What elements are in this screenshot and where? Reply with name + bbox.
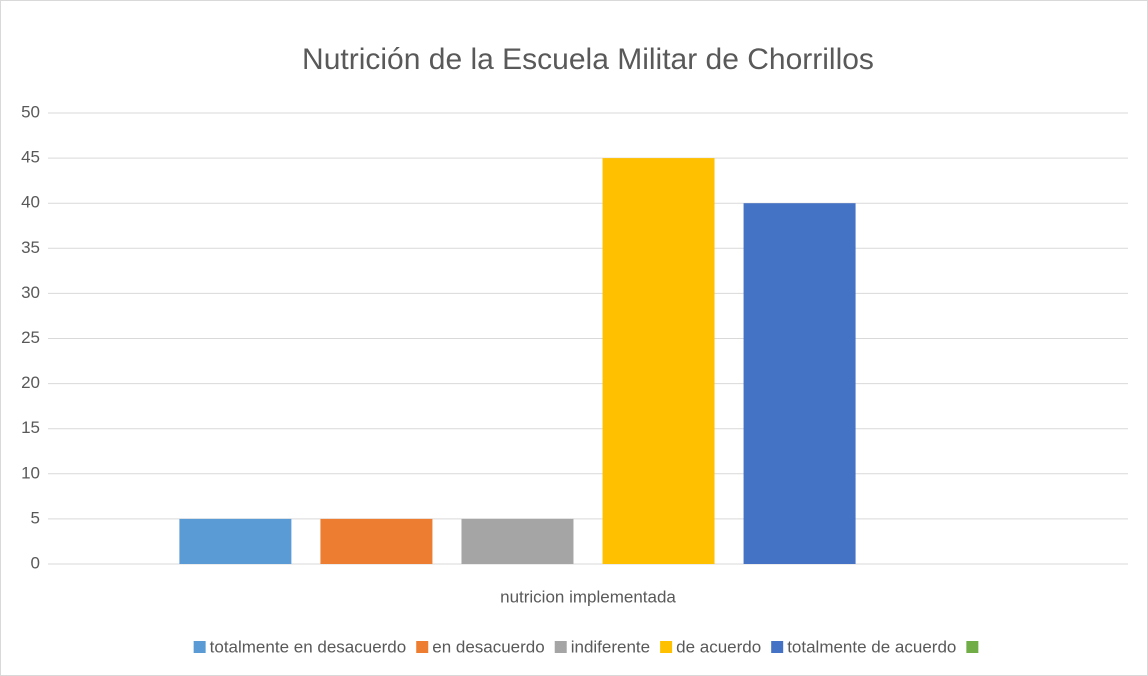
y-tick-label: 40 (21, 193, 40, 212)
y-tick-label: 25 (21, 328, 40, 347)
y-tick-label: 20 (21, 373, 40, 392)
y-tick-label: 10 (21, 463, 40, 482)
y-tick-label: 45 (21, 148, 40, 167)
legend-label: totalmente en desacuerdo (210, 637, 407, 656)
legend-swatch (966, 641, 979, 653)
bar (320, 518, 433, 564)
chart-title: Nutrición de la Escuela Militar de Chorr… (302, 43, 874, 76)
y-tick-label: 15 (21, 418, 40, 437)
y-tick-label: 50 (21, 102, 40, 121)
y-tick-label: 5 (31, 508, 40, 527)
x-axis-label: nutricion implementada (500, 587, 676, 606)
y-tick-label: 35 (21, 238, 40, 257)
bar (461, 518, 574, 564)
legend-swatch (771, 641, 784, 653)
legend-label: de acuerdo (676, 637, 761, 656)
legend-swatch (193, 641, 206, 653)
legend-swatch (416, 641, 429, 653)
legend-label: totalmente de acuerdo (787, 637, 956, 656)
legend-swatch (660, 641, 673, 653)
bar (179, 518, 292, 564)
legend-swatch (554, 641, 567, 653)
bar (602, 158, 715, 564)
legend-label: en desacuerdo (432, 637, 544, 656)
y-tick-label: 0 (31, 553, 40, 572)
y-tick-label: 30 (21, 283, 40, 302)
legend-label: indiferente (571, 637, 650, 656)
bar (743, 203, 856, 564)
